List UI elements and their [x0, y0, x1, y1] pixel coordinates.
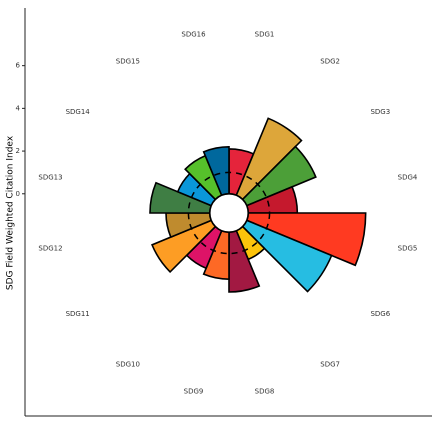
- category-label: SDG15: [116, 58, 140, 66]
- category-label: SDG3: [370, 108, 390, 116]
- category-label: SDG9: [184, 388, 204, 396]
- category-label: SDG10: [116, 360, 140, 368]
- center-hole: [208, 192, 250, 234]
- category-label: SDG11: [66, 310, 90, 318]
- category-label: SDG7: [320, 360, 340, 368]
- category-label: SDG16: [181, 30, 206, 38]
- y-axis-label: SDG Field Weighted Citation Index: [6, 135, 16, 290]
- category-label: SDG4: [398, 173, 418, 181]
- reference-line: [187, 171, 271, 255]
- y-tick-label: 4: [16, 104, 21, 112]
- category-label: SDG14: [66, 108, 91, 116]
- category-label: SDG12: [38, 245, 62, 253]
- category-label: SDG5: [398, 245, 418, 253]
- y-tick-label: 6: [16, 62, 21, 70]
- y-tick-label: 0: [16, 190, 20, 198]
- category-label: SDG13: [38, 173, 62, 181]
- category-label: SDG2: [320, 58, 340, 66]
- category-label: SDG6: [370, 310, 390, 318]
- category-label: SDG8: [255, 388, 275, 396]
- category-label: SDG1: [255, 30, 275, 38]
- y-tick-label: 2: [16, 147, 20, 155]
